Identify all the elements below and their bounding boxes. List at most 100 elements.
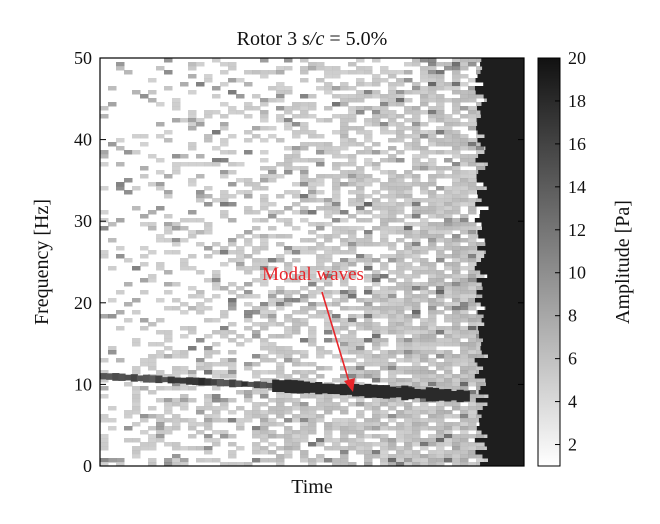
- heatmap-cell: [356, 354, 365, 359]
- heatmap-cell: [428, 82, 437, 87]
- heatmap-cell: [164, 214, 173, 219]
- heatmap-cell: [452, 146, 461, 151]
- heatmap-cell: [460, 266, 469, 271]
- heatmap-cell: [356, 370, 365, 375]
- heatmap-cell: [388, 94, 397, 99]
- heatmap-cell: [388, 130, 397, 135]
- heatmap-cell: [388, 278, 397, 283]
- heatmap-cell: [420, 318, 429, 323]
- heatmap-cell: [244, 302, 253, 307]
- heatmap-cell: [108, 314, 117, 319]
- heatmap-cell: [244, 266, 253, 271]
- heatmap-cell: [412, 222, 421, 227]
- heatmap-cell: [364, 174, 373, 179]
- heatmap-cell: [156, 354, 165, 359]
- heatmap-cell: [228, 298, 237, 303]
- heatmap-cell: [284, 442, 293, 447]
- heatmap-cell: [260, 390, 269, 395]
- heatmap-cell: [156, 182, 165, 187]
- heatmap-cell: [428, 182, 437, 187]
- heatmap-cell: [356, 326, 365, 331]
- heatmap-cell: [356, 450, 365, 455]
- heatmap-cell: [132, 450, 141, 455]
- heatmap-cell: [220, 114, 229, 119]
- heatmap-cell: [116, 146, 125, 151]
- heatmap-cell: [428, 86, 437, 91]
- heatmap-cell: [276, 254, 285, 259]
- heatmap-cell: [452, 274, 461, 279]
- heatmap-cell: [372, 442, 381, 447]
- heatmap-cell: [172, 418, 181, 423]
- heatmap-cell: [244, 318, 253, 323]
- heatmap-cell: [452, 178, 461, 183]
- heatmap-cell: [140, 290, 149, 295]
- heatmap-cell: [404, 262, 413, 267]
- heatmap-cell: [468, 302, 477, 307]
- heatmap-cell: [396, 254, 405, 259]
- heatmap-cell: [428, 162, 437, 167]
- heatmap-cell: [468, 206, 477, 211]
- heatmap-cell: [412, 374, 421, 379]
- heatmap-cell: [396, 358, 405, 363]
- broadband-region: [476, 278, 524, 283]
- heatmap-cell: [300, 102, 309, 107]
- heatmap-cell: [132, 402, 141, 407]
- heatmap-cell: [340, 342, 349, 347]
- heatmap-cell: [444, 222, 453, 227]
- heatmap-cell: [476, 150, 485, 155]
- heatmap-cell: [468, 126, 477, 131]
- heatmap-cell: [356, 202, 365, 207]
- heatmap-cell: [260, 246, 269, 251]
- broadband-region: [477, 138, 524, 143]
- heatmap-cell: [308, 114, 317, 119]
- heatmap-cell: [188, 118, 197, 123]
- heatmap-cell: [388, 122, 397, 127]
- heatmap-cell: [476, 386, 485, 391]
- heatmap-cell: [140, 418, 149, 423]
- heatmap-cell: [436, 82, 445, 87]
- heatmap-cell: [404, 446, 413, 451]
- heatmap-cell: [100, 386, 109, 391]
- heatmap-cell: [460, 314, 469, 319]
- heatmap-cell: [468, 326, 477, 331]
- heatmap-cell: [348, 366, 357, 371]
- heatmap-cell: [436, 302, 445, 307]
- heatmap-cell: [300, 126, 309, 131]
- heatmap-cell: [460, 334, 469, 339]
- broadband-region: [476, 106, 524, 111]
- heatmap-cell: [380, 450, 389, 455]
- heatmap-cell: [476, 282, 485, 287]
- heatmap-cell: [340, 426, 349, 431]
- heatmap-cell: [380, 130, 389, 135]
- heatmap-cell: [388, 382, 397, 387]
- heatmap-cell: [436, 62, 445, 67]
- heatmap-cell: [164, 442, 173, 447]
- heatmap-cell: [460, 346, 469, 351]
- heatmap-cell: [172, 350, 181, 355]
- heatmap-cell: [364, 314, 373, 319]
- heatmap-cell: [260, 438, 269, 443]
- heatmap-cell: [420, 102, 429, 107]
- heatmap-cell: [364, 234, 373, 239]
- heatmap-cell: [436, 130, 445, 135]
- heatmap-cell: [204, 298, 213, 303]
- heatmap-cell: [372, 378, 381, 383]
- heatmap-cell: [292, 130, 301, 135]
- heatmap-cell: [244, 366, 253, 371]
- heatmap-cell: [284, 334, 293, 339]
- broadband-region: [477, 410, 524, 415]
- heatmap-cell: [116, 138, 125, 143]
- heatmap-cell: [228, 90, 237, 95]
- heatmap-cell: [388, 158, 397, 163]
- heatmap-cell: [396, 202, 405, 207]
- heatmap-cell: [452, 134, 461, 139]
- heatmap-cell: [276, 302, 285, 307]
- modal-wave-band: [345, 384, 354, 395]
- heatmap-cell: [388, 174, 397, 179]
- heatmap-cell: [228, 362, 237, 367]
- heatmap-cell: [412, 122, 421, 127]
- heatmap-cell: [284, 330, 293, 335]
- heatmap-cell: [452, 154, 461, 159]
- heatmap-cell: [316, 150, 325, 155]
- heatmap-cell: [452, 382, 461, 387]
